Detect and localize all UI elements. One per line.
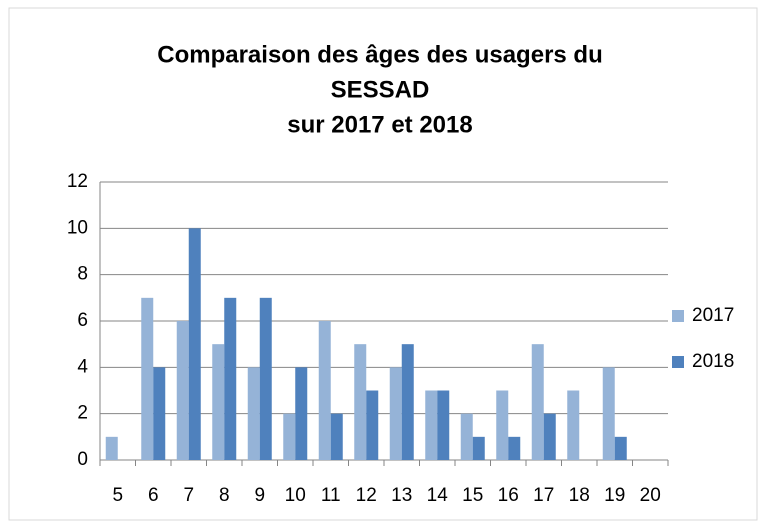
bar	[153, 367, 166, 460]
bar	[141, 297, 154, 460]
bar	[354, 344, 367, 460]
x-tick-label: 17	[533, 485, 554, 506]
chart-frame	[8, 7, 758, 521]
chart-title: sur 2017 et 2018	[287, 111, 472, 138]
y-tick-label: 10	[67, 217, 88, 238]
bar	[531, 344, 544, 460]
y-tick-label: 6	[77, 310, 88, 331]
bar	[188, 228, 201, 460]
bar	[614, 436, 627, 460]
x-tick-label: 16	[498, 485, 519, 506]
y-tick-label: 2	[77, 403, 88, 424]
bar	[496, 390, 509, 460]
bar	[389, 367, 402, 460]
bar	[543, 413, 556, 460]
bar	[224, 297, 237, 460]
x-tick-label: 8	[219, 485, 230, 506]
x-tick-label: 11	[321, 485, 341, 506]
x-tick-label: 9	[254, 485, 265, 506]
x-tick-label: 12	[356, 485, 377, 506]
bar	[567, 390, 580, 460]
legend-swatch	[672, 356, 684, 368]
x-tick-label: 6	[148, 485, 159, 506]
bar	[105, 436, 118, 460]
x-tick-label: 19	[604, 485, 625, 506]
bar	[176, 321, 189, 460]
legend-swatch	[672, 310, 684, 322]
y-tick-label: 8	[77, 264, 88, 285]
y-tick-label: 4	[77, 356, 88, 377]
bar	[460, 413, 473, 460]
bar	[508, 436, 521, 460]
chart-title: Comparaison des âges des usagers du	[157, 41, 603, 68]
bar	[283, 413, 296, 460]
x-tick-label: 18	[569, 485, 590, 506]
bar	[472, 436, 485, 460]
bar	[259, 297, 272, 460]
bar	[437, 390, 450, 460]
x-tick-label: 10	[285, 485, 306, 506]
bar	[318, 321, 331, 460]
y-tick-label: 12	[67, 171, 88, 192]
bar	[602, 367, 615, 460]
bar	[425, 390, 438, 460]
x-tick-label: 5	[112, 485, 123, 506]
bar	[295, 367, 308, 460]
bar	[247, 367, 260, 460]
legend-label: 2017	[692, 305, 734, 326]
bar	[366, 390, 379, 460]
bar	[401, 344, 414, 460]
chart-title: SESSAD	[331, 76, 430, 103]
x-tick-label: 7	[183, 485, 194, 506]
bar	[212, 344, 225, 460]
y-tick-label: 0	[77, 449, 88, 470]
bar	[330, 413, 343, 460]
x-tick-label: 15	[462, 485, 483, 506]
x-tick-label: 13	[391, 485, 412, 506]
legend-label: 2018	[692, 351, 734, 372]
x-tick-label: 20	[640, 485, 661, 506]
x-tick-label: 14	[427, 485, 449, 506]
